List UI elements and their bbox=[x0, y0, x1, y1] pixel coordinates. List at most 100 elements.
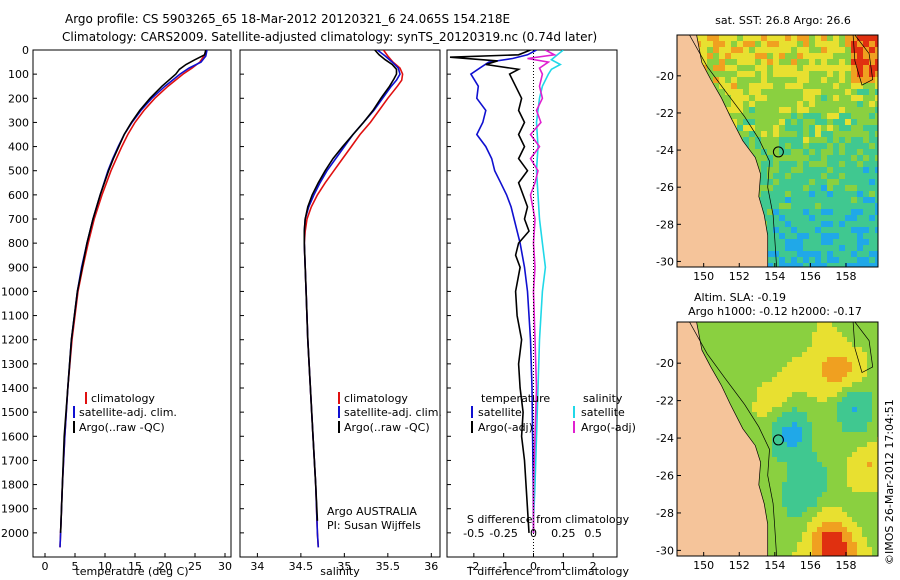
map-cell bbox=[875, 95, 878, 102]
map-cell bbox=[787, 527, 793, 533]
map-cell bbox=[742, 407, 748, 413]
map-cell bbox=[845, 35, 852, 42]
map-cell bbox=[779, 71, 786, 78]
map-cell bbox=[845, 95, 852, 102]
map-cell bbox=[803, 71, 810, 78]
map-cell bbox=[737, 412, 743, 418]
map-cell bbox=[821, 65, 828, 72]
map-cell bbox=[827, 131, 834, 138]
map-cell bbox=[722, 352, 728, 358]
map-cell bbox=[815, 95, 822, 102]
map-cell bbox=[832, 397, 838, 403]
map-cell bbox=[717, 332, 723, 338]
map-cell bbox=[812, 422, 818, 428]
legend-label: Argo(..raw -QC) bbox=[344, 421, 430, 434]
map-cell bbox=[767, 382, 773, 388]
map-cell bbox=[773, 101, 780, 108]
map-cell bbox=[737, 131, 744, 138]
map-cell bbox=[822, 442, 828, 448]
map-cell bbox=[847, 432, 853, 438]
map-cell bbox=[785, 215, 792, 222]
map-cell bbox=[872, 362, 878, 368]
map-cell bbox=[812, 442, 818, 448]
map-cell bbox=[797, 77, 804, 84]
map-cell bbox=[772, 547, 778, 553]
map-cell bbox=[815, 197, 822, 204]
map-cell bbox=[862, 447, 868, 453]
map-cell bbox=[807, 532, 813, 538]
map-cell bbox=[762, 392, 768, 398]
map-cell bbox=[817, 387, 823, 393]
map-cell bbox=[802, 432, 808, 438]
map-cell bbox=[767, 457, 773, 463]
map-cell bbox=[821, 227, 828, 234]
map-cell bbox=[857, 432, 863, 438]
map-cell bbox=[815, 83, 822, 90]
map-cell bbox=[779, 191, 786, 198]
map-cell bbox=[875, 35, 878, 42]
map-cell bbox=[797, 161, 804, 168]
map-cell bbox=[863, 83, 870, 90]
map-cell bbox=[812, 402, 818, 408]
map-cell bbox=[791, 209, 798, 216]
map-cell bbox=[777, 552, 783, 556]
map-cell bbox=[725, 77, 732, 84]
map-cell bbox=[822, 322, 828, 328]
map-cell bbox=[857, 107, 864, 114]
map-cell bbox=[727, 367, 733, 373]
map-cell bbox=[719, 53, 726, 60]
map-cell bbox=[722, 362, 728, 368]
map-cell bbox=[839, 191, 846, 198]
map-cell bbox=[822, 397, 828, 403]
map-cell bbox=[755, 125, 762, 132]
map-cell bbox=[842, 342, 848, 348]
map-cell bbox=[761, 83, 768, 90]
map-cell bbox=[713, 47, 720, 54]
map-cell bbox=[827, 357, 833, 363]
map-cell bbox=[767, 65, 774, 72]
map-cell bbox=[777, 492, 783, 498]
s-tick-label: 0 bbox=[530, 527, 537, 540]
map-cell bbox=[842, 477, 848, 483]
depth-tick-label: 600 bbox=[8, 189, 29, 202]
map-cell bbox=[722, 322, 728, 328]
map-cell bbox=[863, 41, 870, 48]
map-cell bbox=[802, 442, 808, 448]
map-cell bbox=[772, 432, 778, 438]
map-cell bbox=[722, 342, 728, 348]
map-cell bbox=[797, 173, 804, 180]
map-cell bbox=[713, 59, 720, 66]
map-cell bbox=[761, 95, 768, 102]
map-cell bbox=[777, 322, 783, 328]
map-cell bbox=[803, 197, 810, 204]
map-cell bbox=[779, 89, 786, 96]
map-cell bbox=[869, 161, 876, 168]
map-cell bbox=[697, 332, 703, 338]
map-cell bbox=[842, 367, 848, 373]
map-cell bbox=[737, 83, 744, 90]
map-cell bbox=[767, 467, 773, 473]
map-cell bbox=[747, 397, 753, 403]
map-cell bbox=[875, 125, 878, 132]
map-cell bbox=[832, 332, 838, 338]
map-cell bbox=[767, 203, 774, 210]
map-cell bbox=[839, 59, 846, 66]
map-cell bbox=[875, 251, 878, 258]
map-cell bbox=[837, 422, 843, 428]
map-cell bbox=[772, 487, 778, 493]
map-cell bbox=[872, 522, 878, 528]
map-cell bbox=[867, 547, 873, 553]
argo-position-marker bbox=[772, 146, 784, 158]
map-cell bbox=[862, 552, 868, 556]
map-cell bbox=[827, 257, 834, 264]
map-cell bbox=[827, 497, 833, 503]
map-cell bbox=[821, 47, 828, 54]
map-cell bbox=[767, 477, 773, 483]
map-cell bbox=[742, 372, 748, 378]
map-cell bbox=[857, 95, 864, 102]
map-cell bbox=[807, 552, 813, 556]
map-cell bbox=[767, 53, 774, 60]
map-cell bbox=[802, 387, 808, 393]
map-cell bbox=[812, 342, 818, 348]
map-cell bbox=[802, 422, 808, 428]
